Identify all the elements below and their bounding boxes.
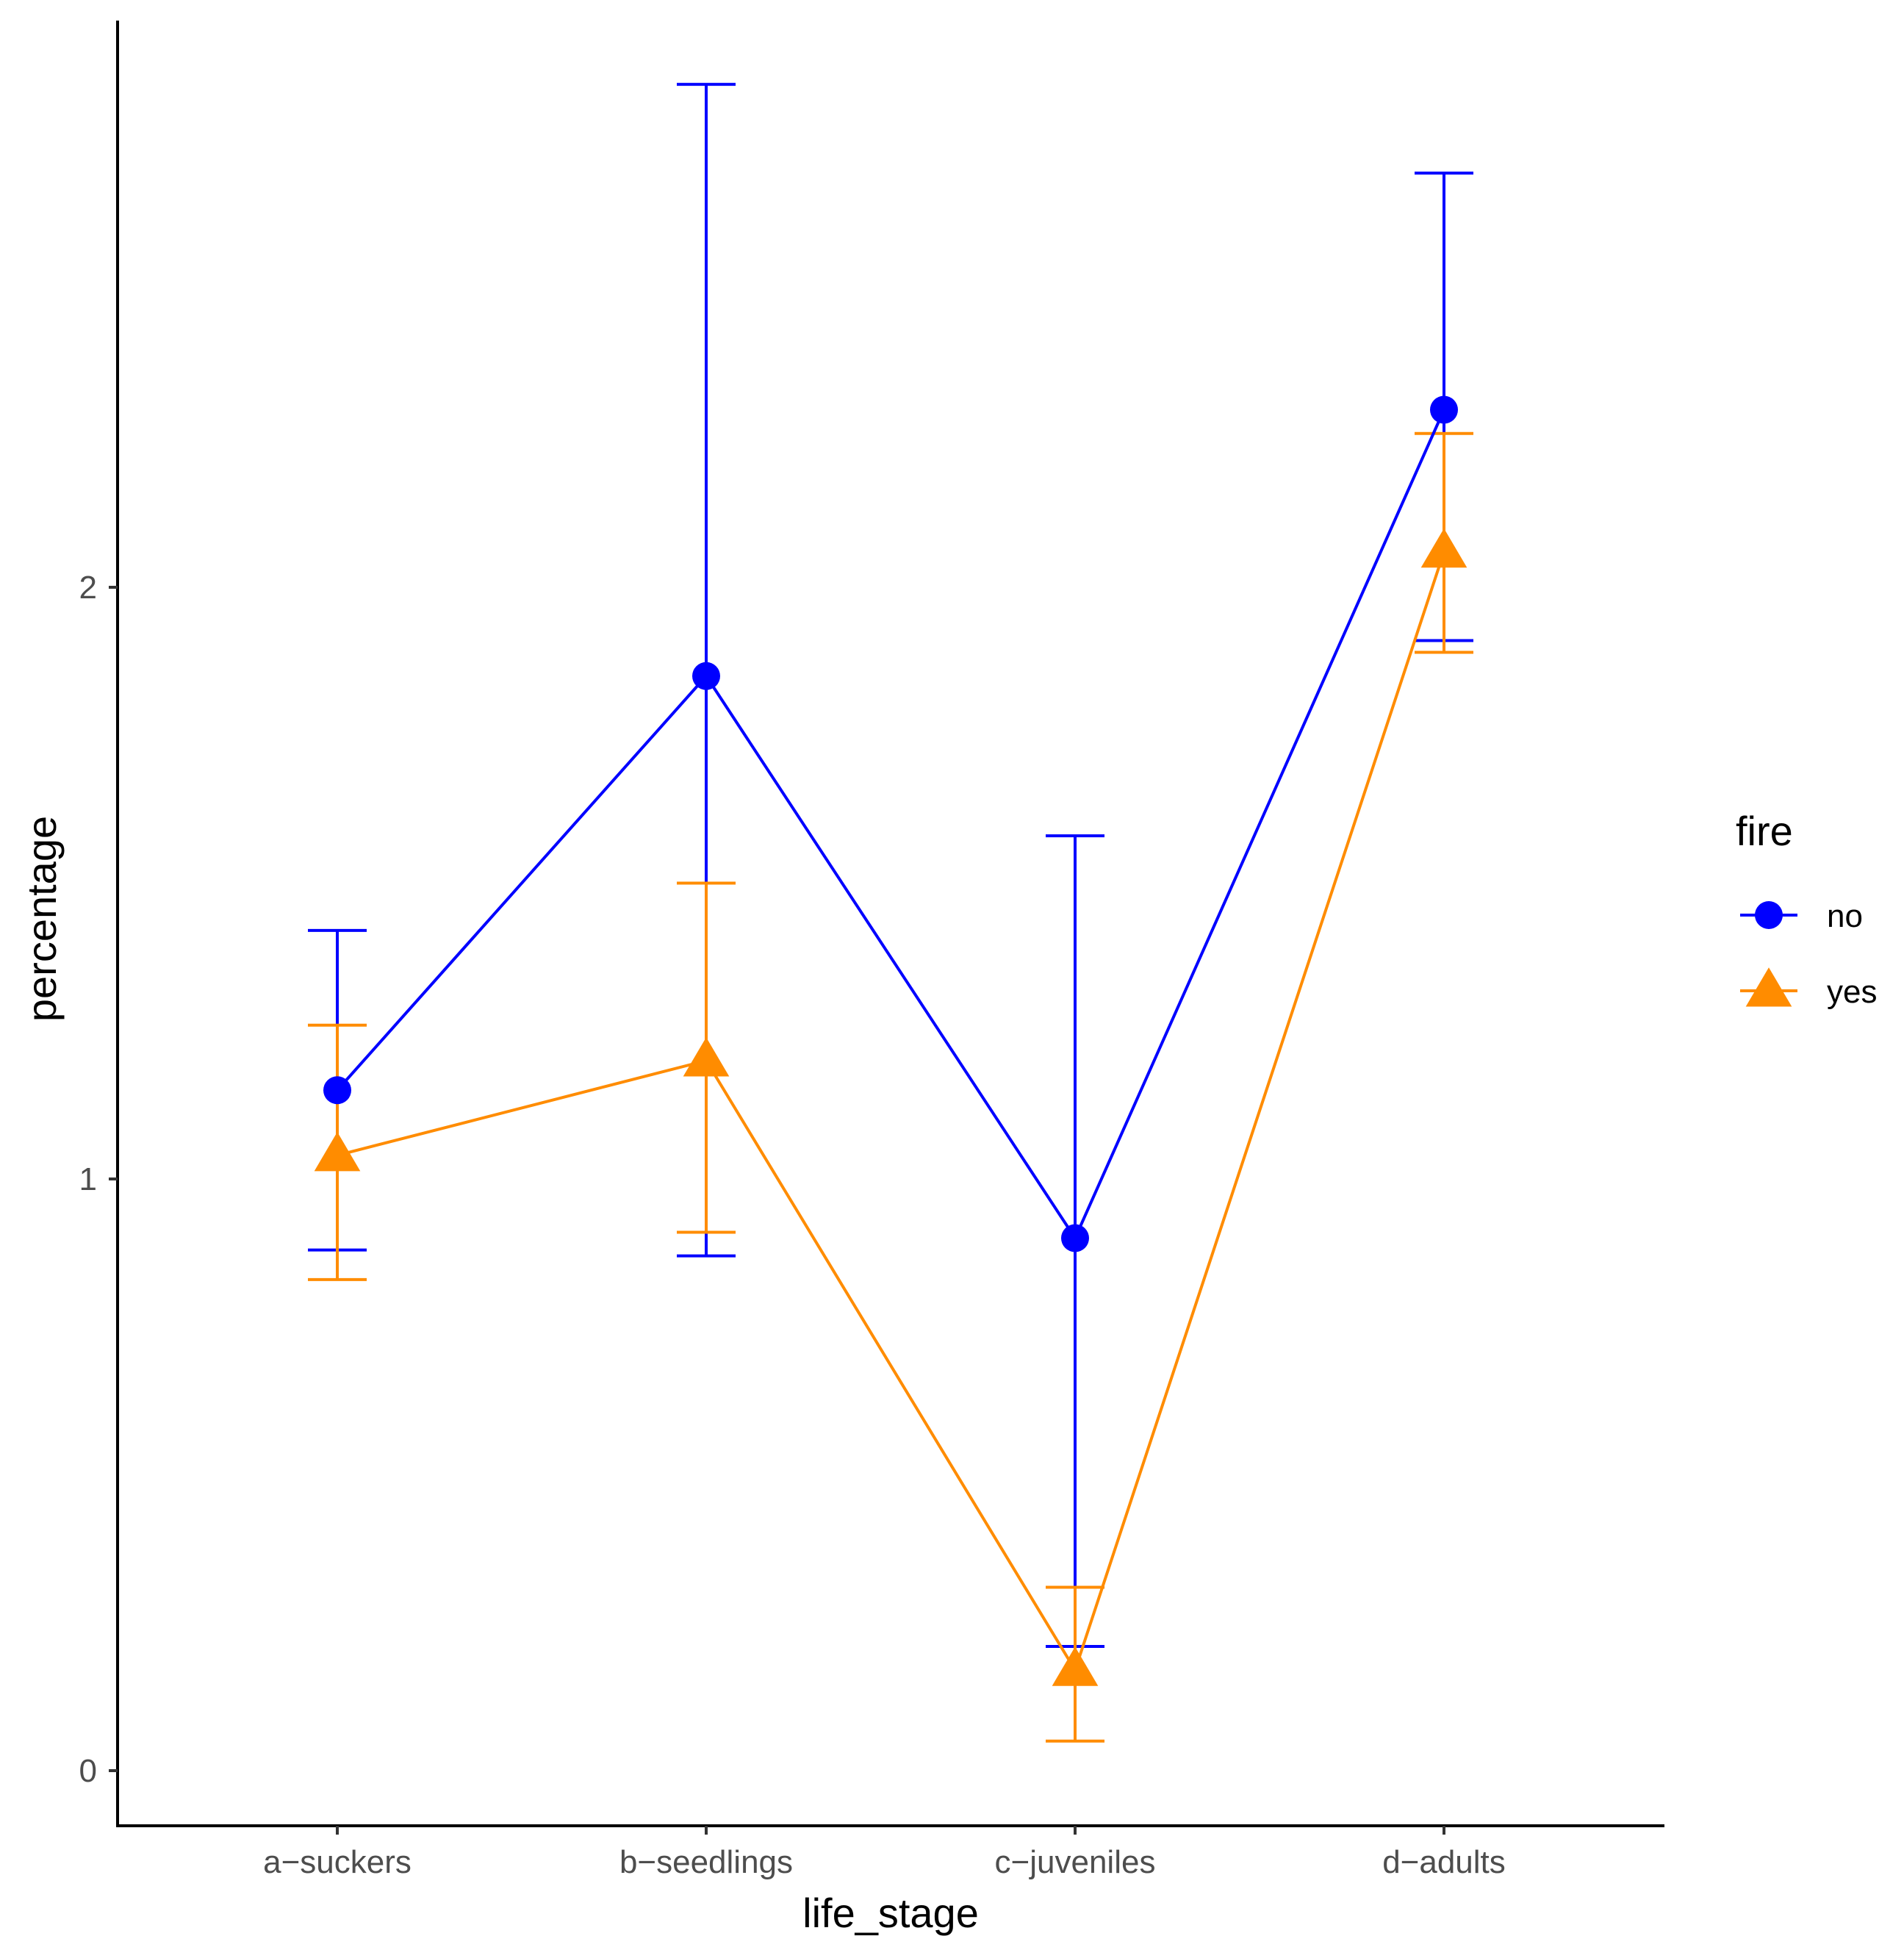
data-point-yes [683,1037,730,1077]
series-line-no [336,409,1445,1240]
x-tick-label: b−seedlings [619,1844,793,1880]
legend-key-marker-yes [1745,967,1792,1007]
series-line-yes [337,551,1445,1672]
data-point-yes [1420,528,1467,568]
data-point-no [1430,395,1458,424]
plot-area [308,82,1473,1743]
legend: fire no yes [1736,808,1877,1010]
x-tick-label: a−suckers [263,1844,412,1880]
legend-label-yes: yes [1827,974,1877,1010]
legend-label-no: no [1827,898,1863,934]
legend-key-marker-no [1755,901,1783,929]
data-point-no [1061,1224,1089,1252]
y-tick-label: 1 [79,1161,97,1197]
data-point-yes [314,1131,361,1172]
x-axis-title: life_stage [802,1890,979,1936]
x-tick-label: d−adults [1382,1844,1506,1880]
data-point-no [323,1076,351,1105]
y-tick-label: 2 [79,570,97,606]
series-no [308,82,1473,1648]
y-tick-label: 0 [79,1753,97,1789]
data-point-no [692,662,720,690]
legend-title: fire [1736,808,1793,854]
axes: life_stage percentage 0 1 2 a−suckers b−seed… [18,21,1664,1936]
series-line-group-no [323,395,1458,1252]
series-yes [308,431,1473,1743]
x-tick-label: c−juveniles [995,1844,1156,1880]
series-line-group-yes [314,528,1467,1686]
data-point-yes [1052,1646,1099,1686]
y-axis-title: percentage [18,816,65,1022]
